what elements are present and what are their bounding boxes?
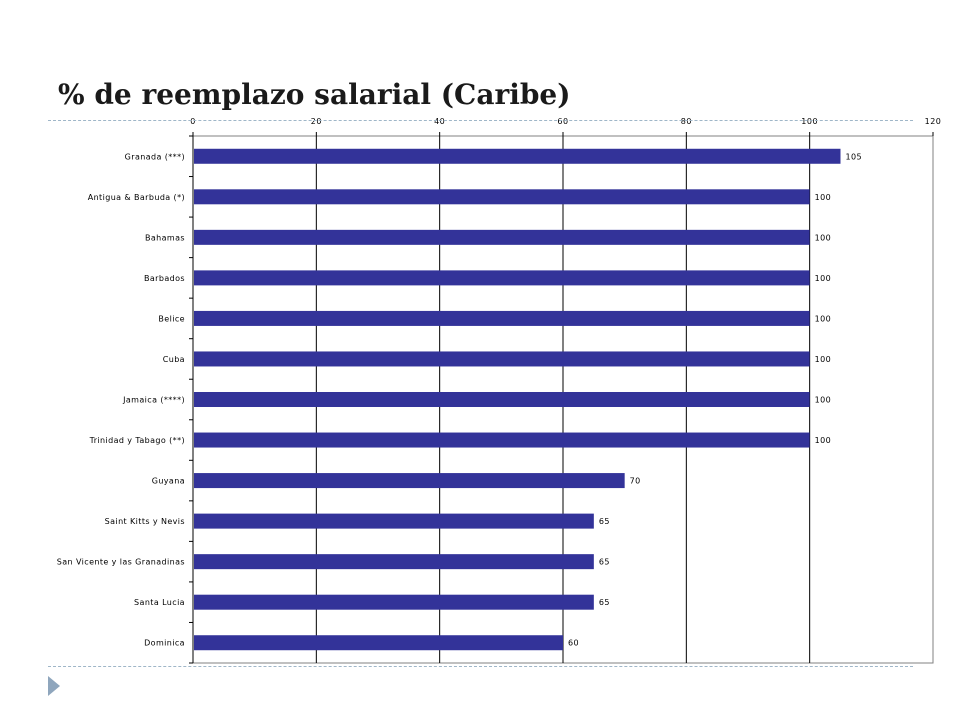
x-tick-label: 0 bbox=[190, 117, 196, 126]
data-label: 100 bbox=[815, 314, 831, 323]
triangle-right-icon[interactable] bbox=[48, 676, 60, 696]
x-tick-label: 80 bbox=[681, 117, 692, 126]
x-tick-label: 40 bbox=[434, 117, 445, 126]
bar bbox=[194, 513, 594, 529]
bottom-divider bbox=[48, 666, 913, 667]
x-tick-label: 20 bbox=[311, 117, 322, 126]
bar bbox=[194, 432, 810, 448]
data-label: 65 bbox=[599, 517, 610, 526]
bar bbox=[194, 473, 625, 489]
slide-title: % de reemplazo salarial (Caribe) bbox=[58, 78, 571, 111]
category-label: Dominica bbox=[144, 639, 185, 648]
data-label: 100 bbox=[815, 396, 831, 405]
bar bbox=[194, 554, 594, 570]
bar bbox=[194, 270, 810, 286]
data-label: 100 bbox=[815, 193, 831, 202]
category-label: San Vicente y las Granadinas bbox=[57, 558, 185, 567]
category-label: Barbados bbox=[144, 274, 185, 283]
bar bbox=[194, 148, 841, 164]
category-label: Jamaica (****) bbox=[122, 396, 185, 405]
category-label: Guyana bbox=[152, 477, 185, 486]
x-tick-label: 120 bbox=[925, 117, 942, 126]
data-label: 60 bbox=[568, 639, 579, 648]
category-label: Saint Kitts y Nevis bbox=[105, 517, 185, 526]
bar bbox=[194, 594, 594, 610]
data-label: 100 bbox=[815, 355, 831, 364]
bar bbox=[194, 310, 810, 326]
category-label: Santa Lucia bbox=[134, 598, 185, 607]
bar bbox=[194, 392, 810, 407]
x-tick-label: 60 bbox=[557, 117, 568, 126]
top-divider bbox=[48, 120, 913, 121]
data-label: 100 bbox=[815, 436, 831, 445]
category-label: Antigua & Barbuda (*) bbox=[88, 193, 185, 202]
data-label: 65 bbox=[599, 558, 610, 567]
data-label: 105 bbox=[846, 152, 862, 161]
category-label: Bahamas bbox=[145, 233, 185, 242]
bar bbox=[194, 351, 810, 367]
data-label: 70 bbox=[630, 477, 641, 486]
bar bbox=[194, 229, 810, 245]
data-label: 100 bbox=[815, 274, 831, 283]
data-label: 100 bbox=[815, 233, 831, 242]
bar bbox=[194, 635, 563, 651]
category-label: Trinidad y Tabago (**) bbox=[89, 436, 185, 445]
x-tick-label: 100 bbox=[801, 117, 818, 126]
category-label: Granada (***) bbox=[125, 152, 185, 161]
bar bbox=[194, 189, 810, 205]
data-label: 65 bbox=[599, 598, 610, 607]
category-label: Belice bbox=[158, 314, 185, 323]
category-label: Cuba bbox=[163, 355, 185, 364]
